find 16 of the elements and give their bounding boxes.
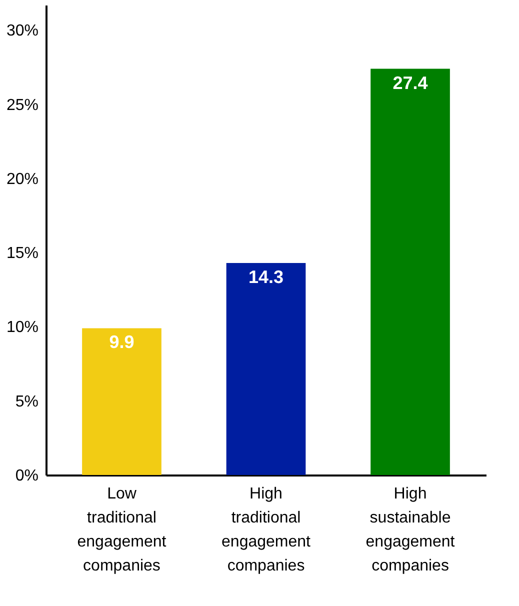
y-tick-label: 15% <box>6 245 38 262</box>
data-label: 27.4 <box>392 72 428 93</box>
bar <box>226 262 306 475</box>
y-tick-label: 0% <box>15 468 38 484</box>
bar <box>82 328 162 475</box>
data-label: 14.3 <box>248 266 284 287</box>
y-tick-label: 10% <box>6 319 38 336</box>
data-label: 9.9 <box>109 332 134 352</box>
y-tick-label: 25% <box>6 96 38 114</box>
y-tick-label: 20% <box>6 170 38 188</box>
x-tick-label: Low traditional engagement companies <box>77 486 167 574</box>
y-tick-label: 5% <box>15 393 38 410</box>
x-tick-label: High traditional engagement companies <box>222 486 312 574</box>
bar <box>370 68 450 475</box>
x-tick-label: High sustainable engagement companies <box>366 486 456 574</box>
y-tick-label: 30% <box>6 22 38 40</box>
